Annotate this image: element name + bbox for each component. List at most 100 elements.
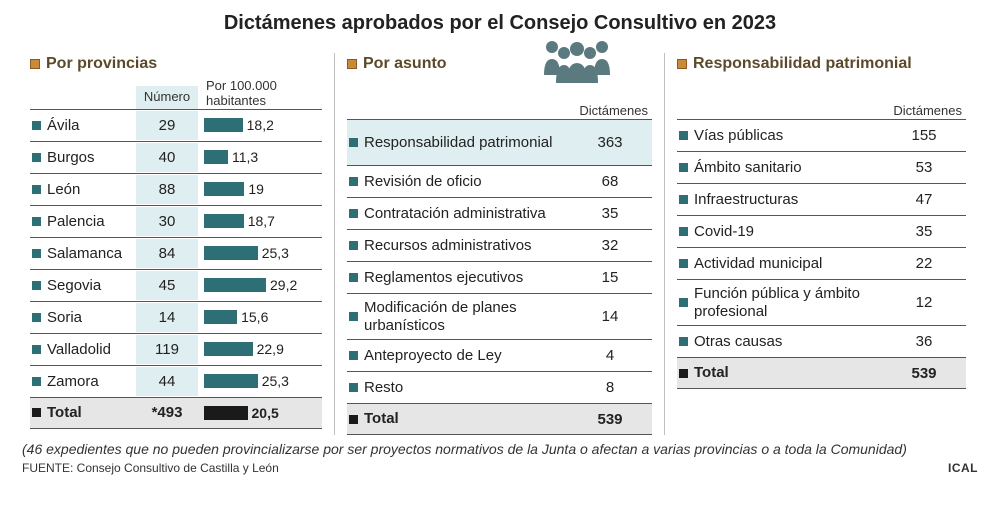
patrimonial-label: Ámbito sanitario (694, 159, 802, 176)
patrimonial-label: Infraestructuras (694, 191, 798, 208)
square-bullet-icon (679, 227, 688, 236)
patrimonial-label: Otras causas (694, 333, 782, 350)
asunto-value: 15 (572, 269, 652, 286)
asunto-value: 14 (572, 308, 652, 325)
table-row: Reglamentos ejecutivos15 (347, 261, 652, 293)
square-bullet-icon (679, 163, 688, 172)
footnote: (46 expedientes que no pueden provincial… (22, 441, 978, 457)
province-num: 119 (136, 335, 198, 364)
square-bullet-icon (349, 312, 358, 321)
province-label: Salamanca (47, 245, 122, 262)
provincias-heading: Por provincias (30, 53, 322, 75)
square-bullet-icon (679, 337, 688, 346)
table-row: Revisión de oficio68 (347, 165, 652, 197)
square-bullet-icon (32, 345, 41, 354)
provincias-heading-text: Por provincias (46, 55, 157, 73)
source-label: FUENTE: Consejo Consultivo de Castilla y… (22, 461, 279, 475)
total-label: Total (47, 404, 82, 421)
rate-bar (204, 374, 258, 388)
provincias-col-headers: Número Por 100.000 habitantes (30, 79, 322, 109)
square-bullet-icon (32, 313, 41, 322)
square-bullet-icon (349, 415, 358, 424)
panel-patrimonial: Responsabilidad patrimonial Dictámenes V… (664, 53, 978, 435)
province-label: Segovia (47, 277, 101, 294)
province-label: Ávila (47, 117, 80, 134)
rate-value: 19 (248, 181, 264, 197)
asunto-value: 32 (572, 237, 652, 254)
patrimonial-value: 35 (886, 223, 966, 240)
province-label: Burgos (47, 149, 95, 166)
total-label: Total (694, 364, 729, 381)
table-row: Contratación administrativa35 (347, 197, 652, 229)
rate-value: 11,3 (232, 149, 258, 165)
table-row: Ámbito sanitario53 (677, 151, 966, 183)
panel-provincias: Por provincias Número Por 100.000 habita… (18, 53, 334, 435)
rate-value: 25,3 (262, 245, 289, 261)
patrimonial-value: 47 (886, 191, 966, 208)
table-row: Resto 8 (347, 371, 652, 403)
square-bullet-icon (349, 273, 358, 282)
asunto-label: Anteproyecto de Ley (364, 347, 502, 364)
province-label: Valladolid (47, 341, 111, 358)
col-dictamenes: Dictámenes (552, 104, 652, 119)
square-bullet-icon (32, 249, 41, 258)
asunto-label: Modificación de planes urbanísticos (364, 299, 572, 334)
panel-asunto: Por asunto Dictámenes Responsabilidad pa… (334, 53, 664, 435)
asunto-label: Recursos administrativos (364, 237, 532, 254)
rate-value: 22,9 (257, 341, 284, 357)
square-bullet-icon (32, 377, 41, 386)
square-bullet-icon (32, 281, 41, 290)
asunto-label: Responsabilidad patrimonial (364, 134, 552, 151)
province-num: 45 (136, 271, 198, 300)
rate-value: 18,2 (247, 117, 274, 133)
total-bar (204, 406, 248, 420)
col-rate: Por 100.000 habitantes (198, 79, 310, 109)
rate-bar (204, 118, 243, 132)
patrimonial-heading-text: Responsabilidad patrimonial (693, 55, 912, 73)
patrimonial-heading: Responsabilidad patrimonial (677, 53, 966, 75)
province-num: 30 (136, 207, 198, 236)
panels: Por provincias Número Por 100.000 habita… (18, 53, 982, 435)
patrimonial-label: Actividad municipal (694, 255, 822, 272)
square-bullet-icon (32, 217, 41, 226)
province-label: Palencia (47, 213, 105, 230)
patrimonial-label: Vías públicas (694, 127, 783, 144)
square-bullet-icon (679, 259, 688, 268)
total-val: 539 (886, 365, 966, 382)
table-row: Soria1415,6 (30, 301, 322, 333)
total-num: *493 (136, 398, 198, 427)
table-row: Covid-1935 (677, 215, 966, 247)
table-row: Valladolid 119 22,9 (30, 333, 322, 365)
asunto-label: Resto (364, 379, 403, 396)
province-num: 88 (136, 175, 198, 204)
square-bullet-icon (679, 369, 688, 378)
province-num: 84 (136, 239, 198, 268)
rate-bar (204, 310, 237, 324)
province-num: 14 (136, 303, 198, 332)
square-bullet-icon (32, 121, 41, 130)
table-row: Actividad municipal22 (677, 247, 966, 279)
square-bullet-icon (32, 185, 41, 194)
table-row: Zamora4425,3 (30, 365, 322, 397)
province-num: 29 (136, 111, 198, 140)
square-bullet-icon (679, 195, 688, 204)
square-bullet-icon (349, 209, 358, 218)
square-bullet-icon (32, 153, 41, 162)
table-row: Segovia4529,2 (30, 269, 322, 301)
patrimonial-total-row: Total 539 (677, 357, 966, 389)
people-group-icon (532, 33, 622, 88)
province-num: 44 (136, 367, 198, 396)
asunto-value: 4 (572, 347, 652, 364)
total-val: 539 (572, 411, 652, 428)
asunto-heading-text: Por asunto (363, 55, 447, 73)
total-rate: 20,5 (252, 405, 279, 421)
table-row: Burgos4011,3 (30, 141, 322, 173)
asunto-value: 8 (572, 379, 652, 396)
rate-bar (204, 150, 228, 164)
table-row: Otras causas36 (677, 325, 966, 357)
square-bullet-icon (677, 59, 687, 69)
province-label: Soria (47, 309, 82, 326)
table-row: Ávila 29 18,2 (30, 109, 322, 141)
provincias-total-row: Total *493 20,5 (30, 397, 322, 429)
province-label: León (47, 181, 80, 198)
